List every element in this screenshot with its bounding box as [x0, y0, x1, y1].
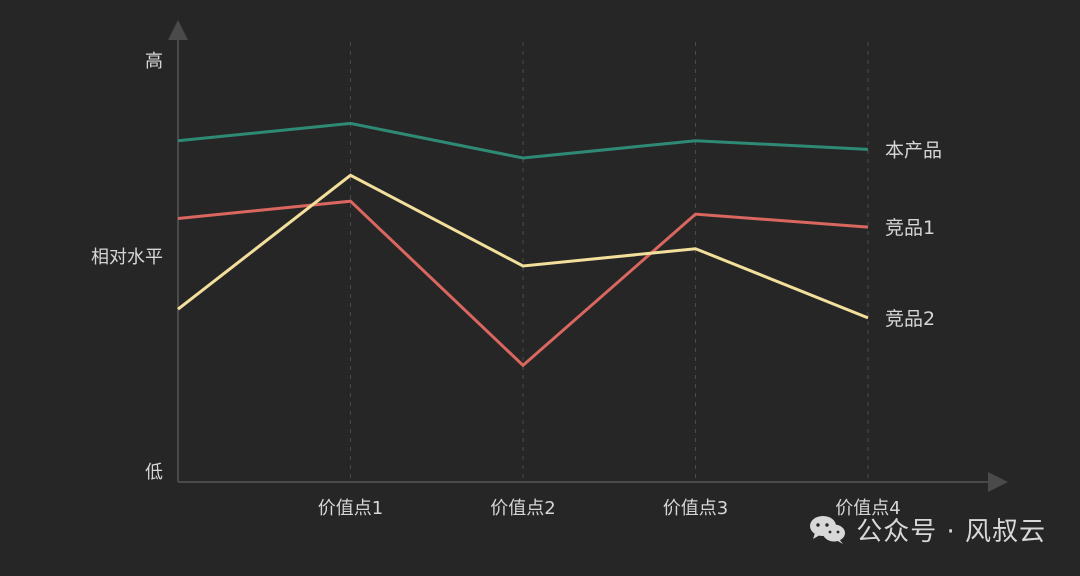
series-line-2 [177, 199, 869, 368]
series-lines [177, 121, 869, 368]
grid-lines [350, 42, 869, 482]
y-bottom-label: 低 [145, 462, 163, 483]
legend-label-3: 竞品2 [885, 308, 935, 330]
legend-label-1: 本产品 [885, 139, 942, 161]
y-axis-label: 相对水平 [91, 247, 163, 268]
y-top-label: 高 [145, 51, 163, 72]
x-tick-label-4: 价值点4 [835, 498, 900, 519]
legend-label-2: 竞品1 [885, 217, 935, 239]
series-line-3 [177, 173, 869, 320]
watermark-text: 公众号 · 风叔云 [856, 517, 1046, 547]
x-axis-tick-labels: 价值点1 价值点2 价值点3 价值点4 [318, 498, 901, 519]
x-tick-label-3: 价值点3 [663, 498, 728, 519]
x-tick-label-1: 价值点1 [318, 498, 383, 519]
series-line-1 [177, 121, 869, 160]
wechat-icon [810, 515, 846, 544]
x-tick-label-2: 价值点2 [490, 498, 555, 519]
watermark: 公众号 · 风叔云 [808, 511, 1046, 548]
